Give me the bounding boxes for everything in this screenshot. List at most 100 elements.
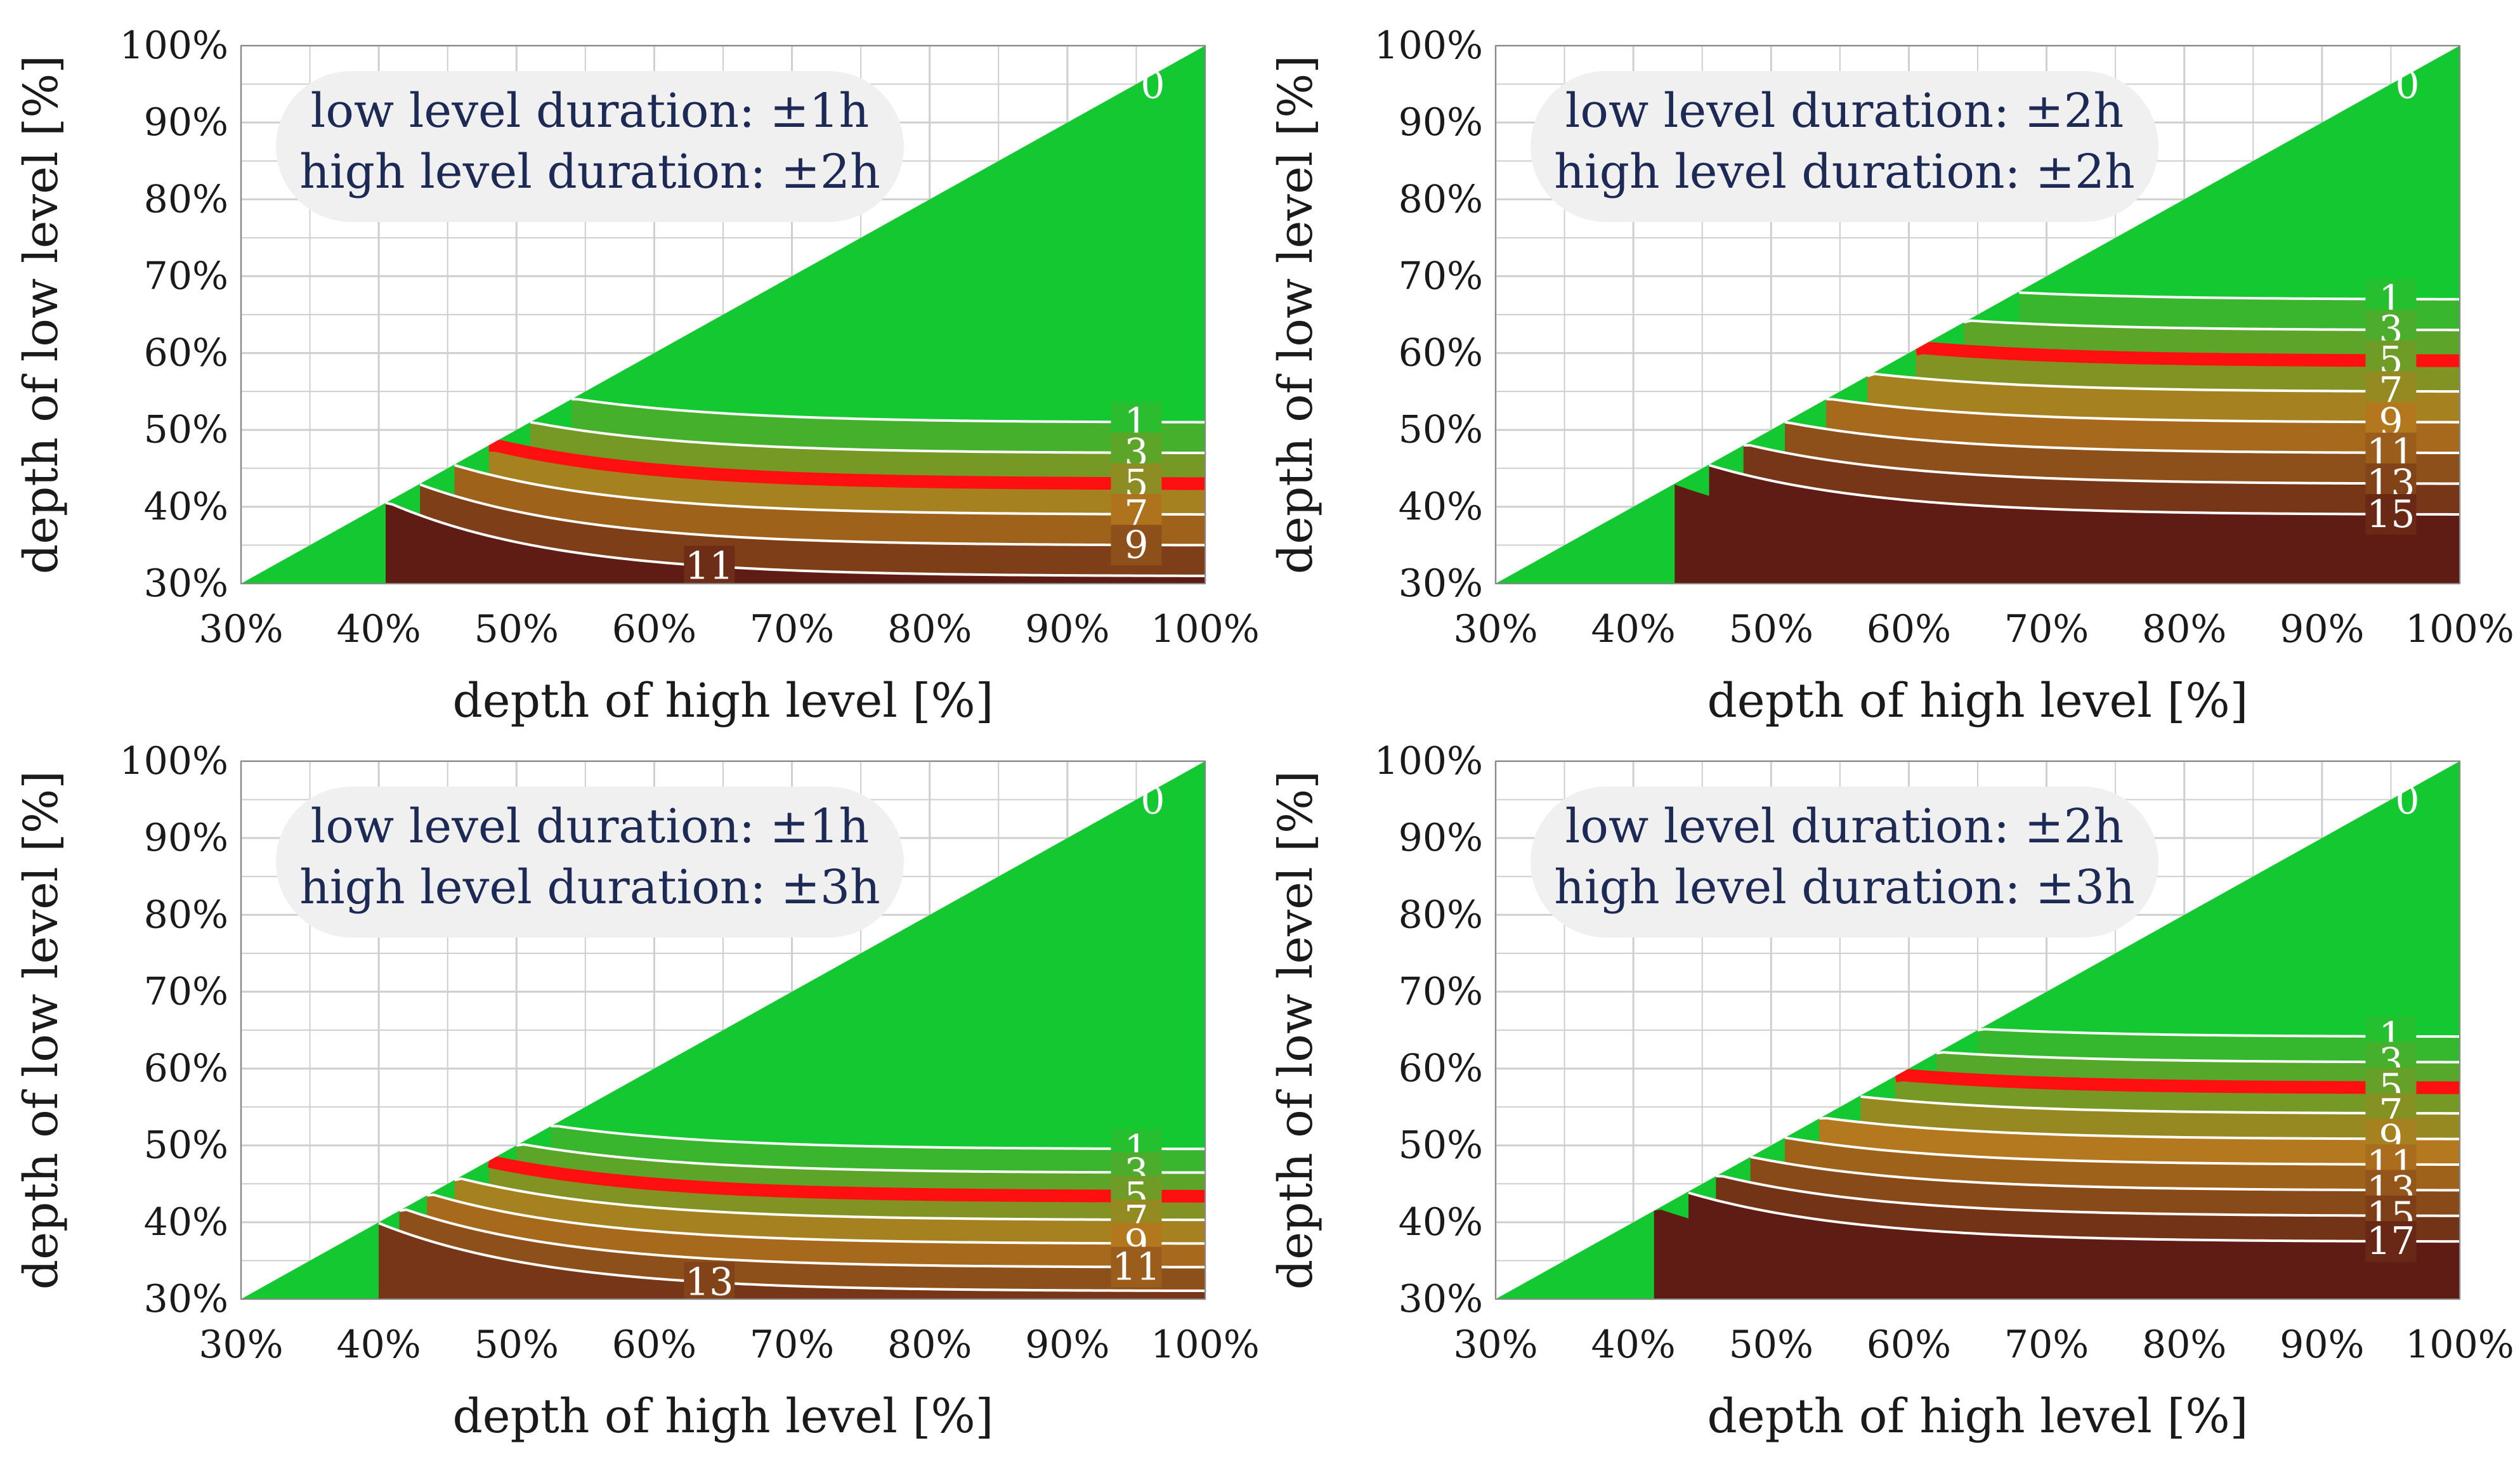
contour-line-7 — [1867, 372, 2460, 393]
y-tick-label: 70% — [144, 969, 228, 1014]
y-tick-label: 60% — [144, 1047, 228, 1091]
y-axis-label: depth of low level [%] — [1269, 771, 1323, 1290]
contour-line-9 — [1826, 398, 2460, 424]
threshold-line — [488, 438, 1205, 490]
contour-label: 11 — [1112, 1245, 1160, 1290]
heat-band — [1709, 465, 2460, 584]
y-tick-label: 50% — [1399, 1123, 1483, 1168]
contour-line-13 — [1750, 1155, 2460, 1192]
contour-label-bg — [684, 546, 735, 584]
contour-line-1 — [571, 398, 1205, 424]
heat-band — [1688, 1193, 2460, 1299]
annotation-box: low level duration: ±2h high level durati… — [1531, 71, 2158, 222]
annotation-bg — [276, 787, 904, 938]
heat-band — [386, 502, 1205, 584]
contour-label-bg — [684, 1262, 735, 1299]
x-tick-label: 30% — [1453, 607, 1537, 651]
axes-frame — [240, 761, 1206, 1300]
high-level-duration: high level duration: ±3h — [299, 860, 880, 915]
y-tick-label: 40% — [144, 1200, 228, 1245]
contour-label-edge: 0 — [2395, 63, 2419, 108]
y-tick-label: 70% — [1399, 969, 1483, 1014]
axes-frame — [240, 45, 1206, 584]
x-tick-label: 90% — [2280, 1323, 2364, 1367]
x-tick-label: 60% — [1867, 1323, 1951, 1367]
x-tick-label: 90% — [2280, 607, 2364, 651]
y-tick-label: 60% — [1399, 1047, 1483, 1091]
annotation-bg — [276, 71, 904, 222]
contour-label: 13 — [685, 1260, 733, 1305]
contour-line-3 — [530, 421, 1205, 455]
y-tick-label: 70% — [1399, 254, 1483, 298]
y-tick-label: 50% — [144, 408, 228, 452]
x-tick-label: 60% — [1867, 607, 1951, 651]
x-tick-label: 100% — [2405, 607, 2514, 651]
x-tick-label: 70% — [2004, 1323, 2089, 1367]
x-tick-label: 60% — [612, 1323, 696, 1367]
y-tick-label: 90% — [1399, 100, 1483, 145]
contour-line-17 — [1688, 1191, 2460, 1243]
contour-line-9 — [426, 1193, 1205, 1245]
x-tick-label: 40% — [336, 607, 421, 651]
contours — [378, 1125, 1205, 1292]
y-axis-label: depth of low level [%] — [1269, 55, 1323, 574]
contour-label: 15 — [2367, 492, 2415, 537]
contour-line-13 — [378, 1222, 1205, 1292]
contour-label-edge: 0 — [1140, 63, 1165, 108]
contour-line-7 — [454, 1177, 1205, 1222]
x-tick-label: 100% — [1151, 607, 1260, 651]
x-tick-label: 50% — [1729, 607, 1813, 651]
x-axis-label: depth of high level [%] — [1707, 1389, 2248, 1444]
y-tick-label: 80% — [1399, 892, 1483, 937]
x-tick-label: 80% — [2142, 1323, 2226, 1367]
y-tick-label: 40% — [1399, 485, 1483, 529]
contour-line-11 — [1784, 1136, 2460, 1166]
tick-labels: 30% 40% 50% 60% 70% 80% 90% 100% 30% 40% 50% 60% 70%… — [119, 23, 1259, 651]
x-tick-label: 30% — [199, 1323, 283, 1367]
y-tick-label: 90% — [144, 816, 228, 860]
x-tick-label: 100% — [2405, 1323, 2514, 1367]
contour-line-15 — [1716, 1175, 2460, 1217]
y-tick-label: 80% — [144, 892, 228, 937]
contours — [385, 398, 1205, 577]
x-tick-label: 40% — [1591, 607, 1675, 651]
contour-label-bg — [1111, 525, 1162, 566]
low-level-duration: low level duration: ±2h — [1565, 799, 2124, 854]
contour-line-3 — [516, 1143, 1205, 1174]
contour-line-1 — [551, 1125, 1205, 1151]
contour-line-11 — [1784, 421, 2460, 455]
contour-label-bg — [1111, 1246, 1162, 1288]
x-tick-label: 50% — [474, 607, 559, 651]
x-tick-label: 70% — [2004, 607, 2089, 651]
contour-line-9 — [1819, 1116, 2460, 1140]
annotation-bg — [1531, 71, 2158, 222]
y-tick-label: 30% — [144, 561, 228, 606]
contour-line-7 — [454, 464, 1205, 516]
low-level-duration: low level duration: ±2h — [1565, 84, 2124, 138]
y-tick-label: 40% — [144, 485, 228, 529]
y-tick-label: 100% — [119, 23, 228, 68]
y-tick-label: 90% — [1399, 816, 1483, 860]
x-tick-label: 70% — [750, 607, 834, 651]
x-axis-label: depth of high level [%] — [452, 1389, 993, 1444]
y-tick-label: 30% — [144, 1277, 228, 1321]
x-tick-label: 70% — [750, 1323, 834, 1367]
x-tick-label: 40% — [336, 1323, 421, 1367]
contour-label-edge: 0 — [1140, 779, 1165, 823]
high-level-duration: high level duration: ±2h — [1554, 145, 2134, 199]
x-tick-label: 90% — [1025, 1323, 1109, 1367]
contour-label-edge: 0 — [2395, 779, 2419, 823]
low-level-duration: low level duration: ±1h — [311, 84, 870, 138]
y-tick-label: 100% — [1374, 739, 1483, 783]
y-tick-label: 30% — [1399, 561, 1483, 606]
y-tick-label: 80% — [1399, 177, 1483, 221]
x-axis-label: depth of high level [%] — [452, 674, 993, 728]
high-level-duration: high level duration: ±2h — [299, 145, 880, 199]
